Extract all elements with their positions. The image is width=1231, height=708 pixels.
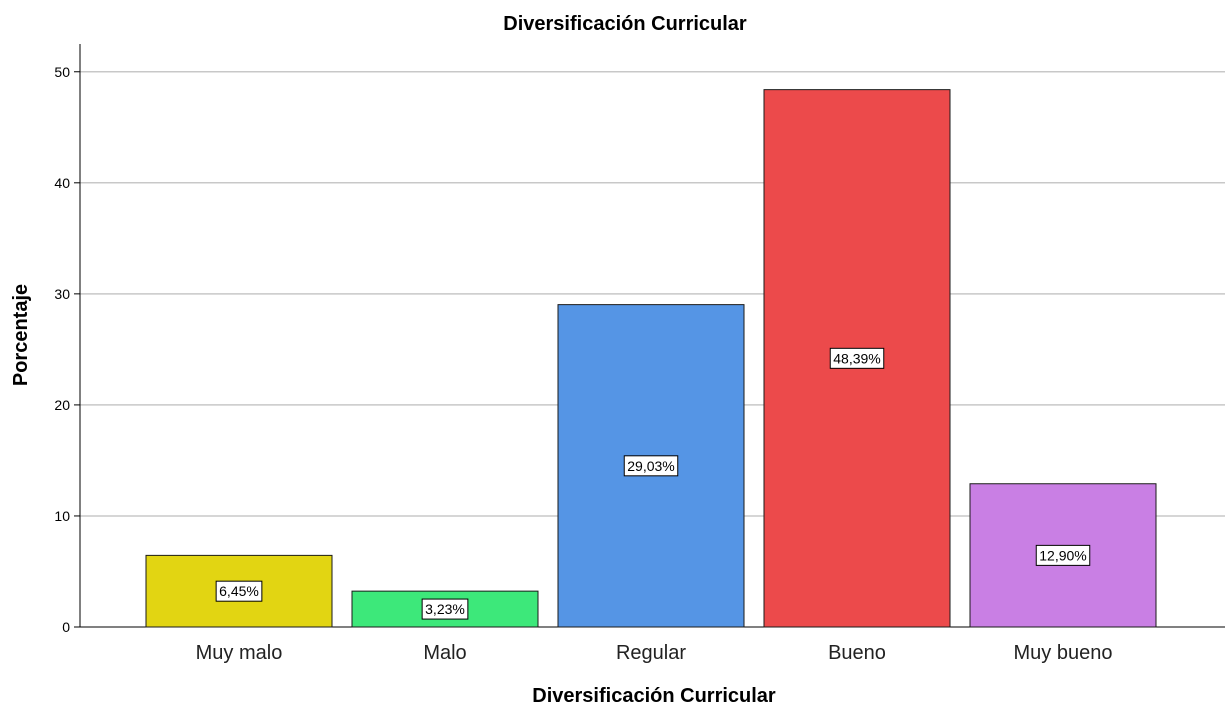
x-category-label: Regular <box>616 642 686 664</box>
y-tick-label: 10 <box>54 508 70 524</box>
data-label: 6,45% <box>215 580 263 602</box>
chart-title: Diversificación Curricular <box>503 13 747 35</box>
y-axis-label: Porcentaje <box>10 284 32 386</box>
data-labels: 6,45% 3,23% 29,03% 48,39% 12,90% <box>215 347 1091 620</box>
data-label-text: 3,23% <box>425 601 465 617</box>
data-label-text: 6,45% <box>219 583 259 599</box>
x-category-label: Muy bueno <box>1014 642 1113 664</box>
x-category-labels: Muy malo Malo Regular Bueno Muy bueno <box>196 642 1113 664</box>
data-label-text: 12,90% <box>1039 547 1086 563</box>
y-tick-label: 0 <box>62 619 70 635</box>
data-label: 48,39% <box>829 347 885 369</box>
data-label-box <box>421 598 469 620</box>
data-label-text: 29,03% <box>627 458 674 474</box>
data-label-box <box>215 580 263 602</box>
data-label-box <box>1035 544 1091 566</box>
x-category-label: Muy malo <box>196 642 283 664</box>
bars <box>145 89 1157 628</box>
data-label-box <box>623 455 679 477</box>
x-axis-label: Diversificación Curricular <box>532 685 776 707</box>
data-label: 12,90% <box>1035 544 1091 566</box>
data-label-box <box>829 347 885 369</box>
y-tick-label: 20 <box>54 397 70 413</box>
data-label-text: 48,39% <box>833 350 880 366</box>
data-label: 29,03% <box>623 455 679 477</box>
y-tick-labels: 0 10 20 30 40 50 <box>54 64 70 635</box>
x-category-label: Malo <box>423 642 466 664</box>
y-tick-label: 40 <box>54 175 70 191</box>
y-tick-label: 30 <box>54 286 70 302</box>
x-category-label: Bueno <box>828 642 886 664</box>
data-label: 3,23% <box>421 598 469 620</box>
y-tick-label: 50 <box>54 64 70 80</box>
